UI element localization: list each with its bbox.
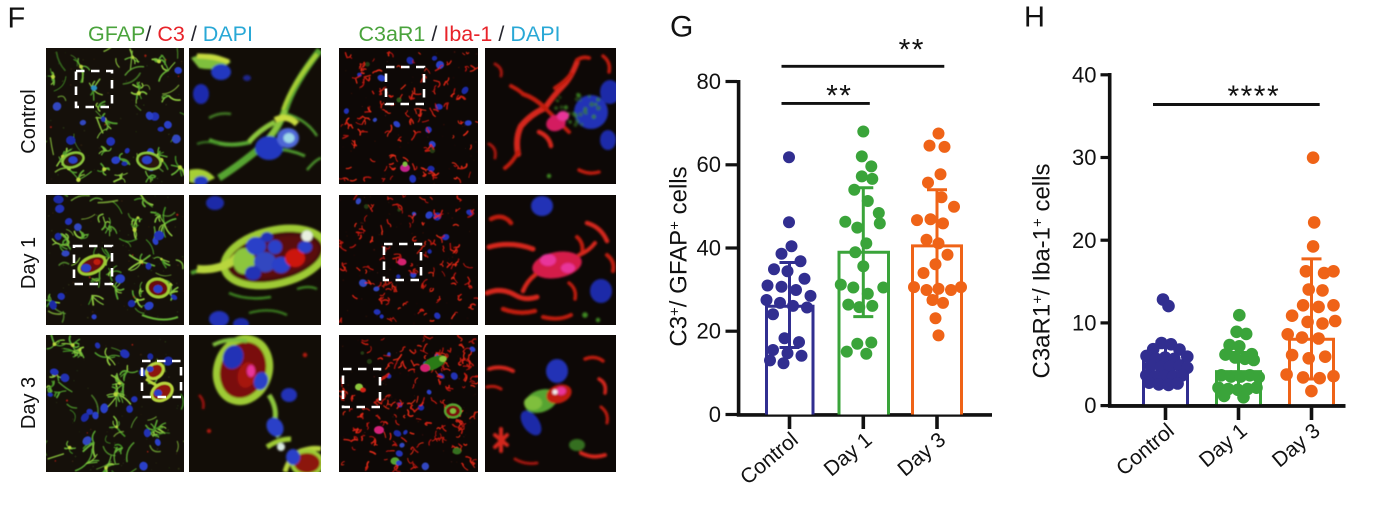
- svg-text:20: 20: [697, 319, 721, 344]
- svg-text:0: 0: [709, 402, 721, 427]
- svg-text:40: 40: [1072, 62, 1096, 87]
- svg-text:20: 20: [1072, 228, 1096, 253]
- svg-text:60: 60: [697, 152, 721, 177]
- svg-text:H: H: [1024, 2, 1045, 34]
- svg-text:**: **: [826, 80, 852, 113]
- svg-text:Day 1: Day 1: [18, 237, 40, 289]
- svg-text:G: G: [670, 11, 693, 44]
- svg-text:Control: Control: [18, 89, 40, 153]
- svg-text:0: 0: [1084, 393, 1096, 418]
- svg-text:C3aR1 / Iba-1 / DAPI: C3aR1 / Iba-1 / DAPI: [358, 22, 560, 46]
- svg-text:GFAP/ C3 / DAPI: GFAP/ C3 / DAPI: [88, 22, 253, 46]
- svg-text:C3aR1+/ Iba-1+ cells: C3aR1+/ Iba-1+ cells: [1029, 164, 1056, 379]
- svg-text:10: 10: [1072, 311, 1096, 336]
- svg-text:80: 80: [697, 69, 721, 94]
- svg-text:****: ****: [1227, 80, 1280, 113]
- svg-text:**: **: [899, 34, 925, 67]
- svg-text:Day 3: Day 3: [18, 377, 40, 429]
- svg-text:C3+/ GFAP+ cells: C3+/ GFAP+ cells: [666, 166, 693, 346]
- svg-text:F: F: [8, 2, 26, 34]
- svg-text:40: 40: [697, 235, 721, 260]
- svg-text:30: 30: [1072, 145, 1096, 170]
